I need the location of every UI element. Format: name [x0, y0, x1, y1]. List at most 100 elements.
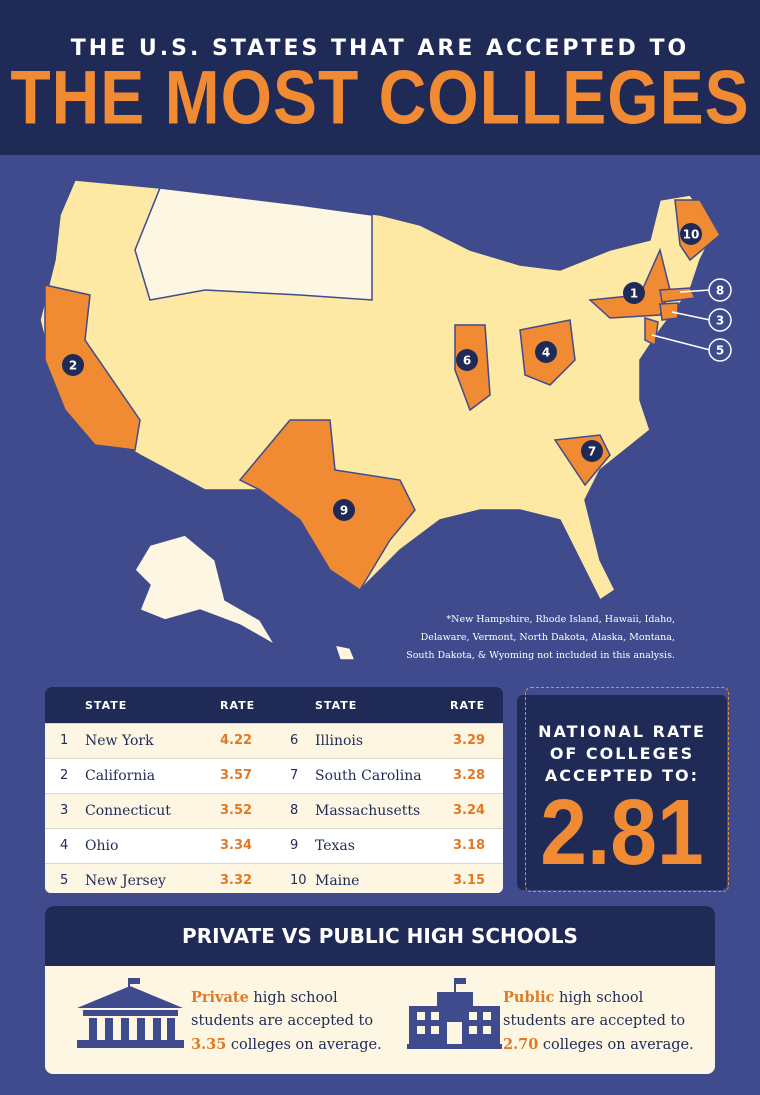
marker-label: 6 — [463, 354, 471, 368]
marker — [456, 349, 478, 371]
excluded-states — [134, 187, 373, 301]
footnote-line: Delaware, Vermont, North Dakota, Alaska,… — [420, 632, 675, 643]
state: Texas — [315, 838, 355, 854]
rank: 8 — [290, 803, 299, 818]
rank: 9 — [290, 838, 299, 853]
national-box: NATIONAL RATE OF COLLEGES ACCEPTED TO: 2.8… — [517, 687, 729, 892]
state: Ohio — [85, 838, 119, 854]
dashed-border — [525, 687, 729, 892]
marker-label: 2 — [69, 359, 77, 373]
public-text: Public high school students are accepted … — [503, 986, 694, 1057]
state: California — [85, 768, 156, 784]
text: students are accepted to — [503, 1013, 686, 1029]
rate: 3.34 — [220, 838, 253, 853]
rank: 1 — [60, 733, 69, 748]
subtitle-text: TO — [649, 36, 690, 61]
rank: 3 — [60, 803, 69, 818]
rate: 3.52 — [220, 803, 253, 818]
national-value: 2.81 — [540, 780, 704, 884]
table-header: STATE RATE STATE RATE — [45, 687, 503, 723]
rate: 3.32 — [220, 873, 253, 888]
massachusetts — [659, 287, 697, 303]
map: 1 2 3 4 5 6 7 8 9 10 — [39, 179, 732, 661]
rate: 3.15 — [453, 873, 486, 888]
rate: 3.18 — [453, 838, 486, 853]
subtitle-text: THE U.S. STATES THAT ARE — [70, 36, 476, 61]
footnote-line: South Dakota, & Wyoming not included in … — [406, 650, 675, 661]
marker — [623, 282, 645, 304]
table-row: 1 New York 4.22 6 Illinois 3.29 — [45, 723, 503, 758]
text: high school — [554, 990, 644, 1006]
rate: 3.57 — [220, 768, 253, 783]
table-row: 3 Connecticut 3.52 8 Massachusetts 3.24 — [45, 793, 503, 828]
marker — [708, 338, 732, 362]
text: students are accepted to — [191, 1013, 374, 1029]
marker — [680, 223, 702, 245]
california — [44, 284, 141, 451]
table-row: 2 California 3.57 7 South Carolina 3.28 — [45, 758, 503, 793]
text: high school — [248, 990, 338, 1006]
header-cell: RATE — [220, 699, 256, 712]
title: THE MOST COLLEGES — [10, 54, 750, 140]
rate: 3.28 — [453, 768, 486, 783]
connecticut — [659, 302, 679, 321]
schools-title: PRIVATE VS PUBLIC HIGH SCHOOLS — [45, 906, 715, 966]
alaska — [134, 534, 278, 648]
text: colleges on average. — [226, 1037, 382, 1053]
marker-leader — [651, 334, 711, 351]
rate: 3.24 — [453, 803, 486, 818]
marker-label: 8 — [716, 284, 724, 298]
marker — [333, 499, 355, 521]
marker — [62, 354, 84, 376]
header-cell: STATE — [315, 699, 358, 712]
national-label: NATIONAL RATE OF COLLEGES ACCEPTED TO: — [517, 721, 727, 787]
label-line: ACCEPTED TO: — [544, 766, 700, 785]
marker-label: 7 — [588, 445, 596, 459]
rank: 10 — [290, 873, 307, 888]
rank: 2 — [60, 768, 69, 783]
texas — [238, 419, 416, 592]
marker-label: 5 — [716, 344, 724, 358]
marker-label: 3 — [716, 314, 724, 328]
header: THE U.S. STATES THAT ARE ACCEPTED TO THE… — [0, 0, 760, 155]
header-cell: STATE — [85, 699, 128, 712]
state: Massachusetts — [315, 803, 421, 819]
footnote-line: *New Hampshire, Rhode Island, Hawaii, Id… — [446, 614, 675, 625]
state: Connecticut — [85, 803, 171, 819]
hawaii — [333, 644, 357, 661]
rank: 6 — [290, 733, 299, 748]
rate: 4.22 — [220, 733, 253, 748]
private-em: Private — [191, 989, 249, 1006]
rate-table: STATE RATE STATE RATE 1 New York 4.22 6 Illi… — [45, 687, 503, 893]
schools-panel: PRIVATE VS PUBLIC HIGH SCHOOLS Private h… — [45, 906, 715, 1074]
subtitle-em: ACCEPTED — [486, 36, 639, 61]
marker-label: 10 — [683, 228, 700, 242]
private-icon — [77, 978, 184, 1048]
rank: 4 — [60, 838, 69, 853]
public-em: Public — [503, 989, 555, 1006]
table-row: 5 New Jersey 3.32 10 Maine 3.15 — [45, 863, 503, 893]
state: Maine — [315, 873, 360, 889]
rank: 5 — [60, 873, 69, 888]
state: Illinois — [315, 733, 364, 749]
label-line: OF COLLEGES — [549, 744, 695, 763]
table-body: 1 New York 4.22 6 Illinois 3.29 2 California 3.5… — [45, 723, 503, 893]
footnote: *New Hampshire, Rhode Island, Hawaii, Id… — [370, 611, 675, 665]
marker — [708, 278, 732, 302]
state: South Carolina — [315, 768, 422, 784]
private-value: 3.35 — [191, 1036, 227, 1053]
header-cell: RATE — [450, 699, 486, 712]
marker — [535, 341, 557, 363]
rank: 7 — [290, 768, 299, 783]
label-line: NATIONAL RATE — [538, 722, 706, 741]
rate: 3.29 — [453, 733, 486, 748]
marker-label: 4 — [542, 346, 550, 360]
marker-leader — [679, 289, 711, 293]
marker — [708, 308, 732, 332]
marker-label: 9 — [340, 504, 348, 518]
public-icon — [407, 978, 502, 1049]
marker-label: 1 — [630, 287, 638, 301]
private-text: Private high school students are accepted… — [191, 986, 382, 1057]
state: New Jersey — [85, 873, 166, 889]
